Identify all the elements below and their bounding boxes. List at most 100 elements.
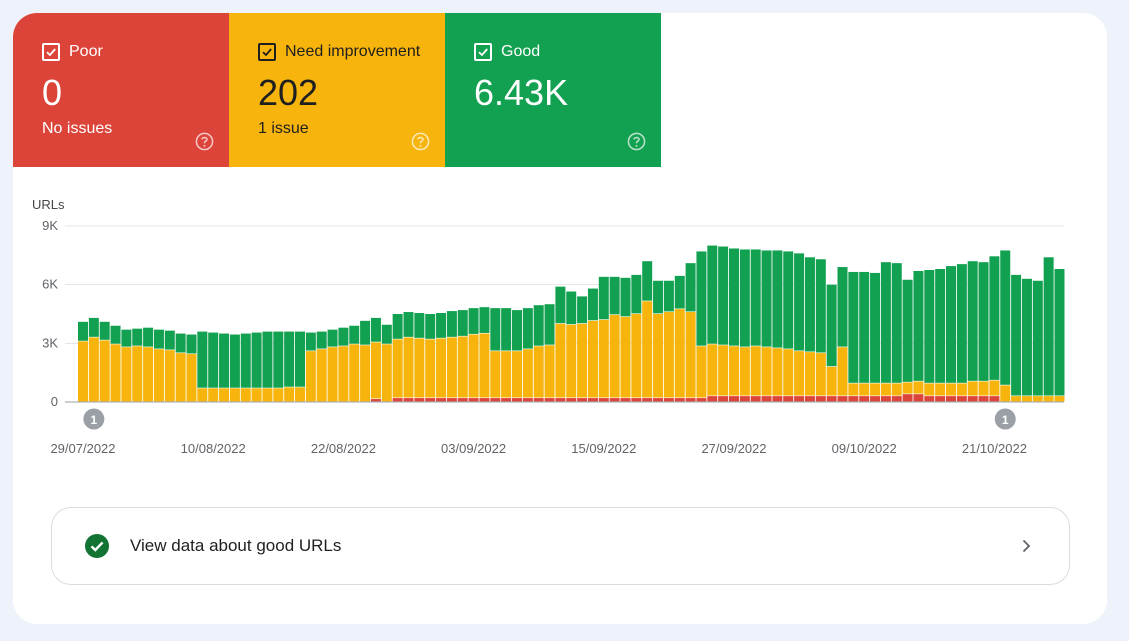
bar-good <box>653 280 664 314</box>
good-tile[interactable]: Good 6.43K <box>445 13 661 167</box>
need-improvement-checkbox-icon[interactable] <box>258 43 276 61</box>
poor-help-icon[interactable] <box>195 132 214 151</box>
bar-need-improvement <box>566 324 577 398</box>
bar-need-improvement <box>436 338 447 398</box>
bar-poor <box>794 396 805 402</box>
bar-poor <box>783 396 794 402</box>
bar-need-improvement <box>457 336 468 398</box>
bar-poor <box>848 396 859 402</box>
bar-poor <box>414 398 425 402</box>
view-good-urls-link[interactable]: View data about good URLs <box>51 507 1070 585</box>
bar-need-improvement <box>956 383 967 396</box>
bar-poor <box>891 396 902 402</box>
bar-good <box>946 266 956 383</box>
bar-good <box>587 288 598 321</box>
bar-poor <box>663 398 674 402</box>
bar-poor <box>468 398 479 402</box>
bar-good <box>674 275 685 309</box>
bar-poor <box>587 398 598 402</box>
bar-need-improvement <box>370 342 381 399</box>
poor-count: 0 <box>42 72 63 113</box>
bar-need-improvement <box>924 383 935 396</box>
bar-good <box>902 279 913 382</box>
bar-need-improvement <box>794 351 805 396</box>
bar-good <box>197 331 208 388</box>
bar-need-improvement <box>739 347 750 396</box>
bar-good <box>826 284 837 367</box>
bar-need-improvement <box>522 349 533 398</box>
need-improvement-tile[interactable]: Need improvement 202 1 issue <box>229 13 445 167</box>
y-tick-label: 3K <box>42 335 58 350</box>
poor-checkbox-icon[interactable] <box>42 43 60 61</box>
bar-poor <box>544 398 555 402</box>
bar-good <box>859 271 870 383</box>
bar-good <box>989 256 1000 380</box>
need-improvement-label: Need improvement <box>285 43 421 60</box>
bar-good <box>305 332 316 351</box>
bar-good <box>370 317 381 342</box>
bar-need-improvement <box>132 346 143 402</box>
bar-need-improvement <box>186 354 197 402</box>
bar-good <box>143 327 154 347</box>
bar-good <box>1054 269 1065 396</box>
need-improvement-tile-header: Need improvement <box>258 41 445 63</box>
bar-good <box>1032 280 1043 396</box>
y-tick-label: 0 <box>51 394 58 409</box>
bar-good <box>457 310 468 336</box>
bar-good <box>1043 257 1054 396</box>
bar-good <box>501 308 512 351</box>
bar-need-improvement <box>501 351 512 398</box>
bar-need-improvement <box>99 340 110 402</box>
bar-poor <box>674 398 685 402</box>
bar-need-improvement <box>446 337 457 398</box>
bar-need-improvement <box>295 387 305 402</box>
bar-poor <box>761 396 772 402</box>
bar-good <box>967 261 978 381</box>
bar-poor <box>392 398 403 402</box>
good-help-icon[interactable] <box>627 132 646 151</box>
need-improvement-help-icon[interactable] <box>411 132 430 151</box>
bar-good <box>512 310 522 351</box>
bar-need-improvement <box>479 333 490 398</box>
poor-tile[interactable]: Poor 0 No issues <box>13 13 229 167</box>
bar-need-improvement <box>685 312 696 398</box>
bar-need-improvement <box>88 337 99 402</box>
bar-poor <box>750 396 761 402</box>
bar-good <box>739 249 750 347</box>
bar-good <box>566 291 577 325</box>
bar-need-improvement <box>164 350 175 402</box>
bar-poor <box>609 398 620 402</box>
bar-need-improvement <box>273 388 284 402</box>
bar-need-improvement <box>989 380 1000 396</box>
bar-need-improvement <box>783 349 794 396</box>
bar-good <box>761 250 772 347</box>
bar-poor <box>653 398 664 402</box>
bar-poor <box>457 398 468 402</box>
bar-need-improvement <box>284 387 295 402</box>
bar-good <box>783 251 794 349</box>
bar-good <box>316 331 327 349</box>
bar-need-improvement <box>653 314 664 398</box>
annotation-label: 1 <box>1002 413 1009 427</box>
bar-poor <box>479 398 490 402</box>
bar-good <box>555 286 566 324</box>
bar-need-improvement <box>913 381 924 394</box>
bar-need-improvement <box>153 349 164 402</box>
bar-good <box>913 270 924 381</box>
bar-need-improvement <box>620 316 631 398</box>
bar-need-improvement <box>642 301 653 398</box>
bar-good <box>219 333 230 388</box>
bar-poor <box>490 398 501 402</box>
bar-need-improvement <box>403 337 414 398</box>
bar-need-improvement <box>804 352 815 396</box>
bar-good <box>804 257 815 352</box>
y-axis-label: URLs <box>32 197 65 212</box>
bar-good <box>327 329 338 347</box>
bar-good <box>1021 278 1032 396</box>
bar-need-improvement <box>815 353 826 396</box>
good-checkbox-icon[interactable] <box>474 43 492 61</box>
bar-need-improvement <box>229 388 240 402</box>
bar-poor <box>512 398 522 402</box>
bar-poor <box>978 396 989 402</box>
y-tick-label: 9K <box>42 218 58 233</box>
